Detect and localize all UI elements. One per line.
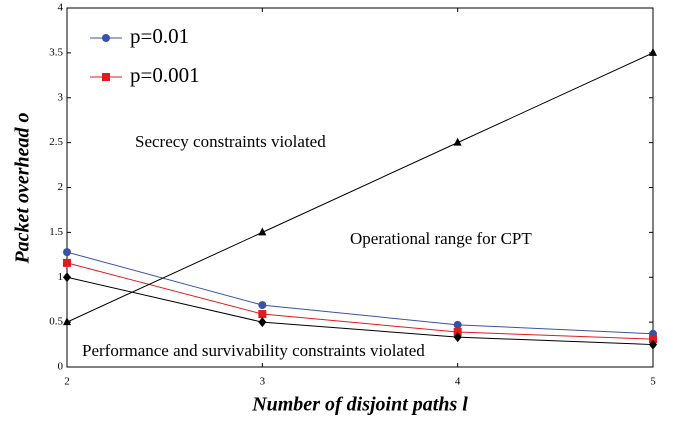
y-tick-label: 3.5 xyxy=(49,46,63,58)
x-tick-label: 4 xyxy=(455,376,461,388)
legend-label: p=0.01 xyxy=(130,24,189,48)
marker xyxy=(63,248,71,257)
y-tick-label: 4 xyxy=(58,2,64,14)
marker xyxy=(453,137,462,146)
marker xyxy=(258,301,267,310)
marker xyxy=(102,34,110,42)
marker xyxy=(63,317,71,326)
y-tick-label: 2.5 xyxy=(49,136,63,148)
marker xyxy=(453,327,462,336)
x-tick-label: 2 xyxy=(64,376,70,388)
x-tick-label: 3 xyxy=(260,376,266,388)
annotation: Performance and survivability constraint… xyxy=(82,341,425,360)
marker xyxy=(63,258,71,267)
marker xyxy=(258,317,267,328)
y-tick-label: 0 xyxy=(58,361,64,373)
series-line xyxy=(66,52,654,323)
legend-label: p=0.001 xyxy=(130,63,200,87)
marker xyxy=(453,320,462,329)
marker xyxy=(258,227,267,236)
y-tick-label: 1 xyxy=(58,271,64,283)
y-axis-label: Packet overhead o xyxy=(12,112,34,264)
annotation: Operational range for CPT xyxy=(350,229,532,248)
series-line xyxy=(66,262,654,340)
marker xyxy=(649,47,657,56)
y-tick-label: 0.5 xyxy=(49,316,63,328)
marker xyxy=(63,272,71,283)
y-tick-label: 1.5 xyxy=(49,226,63,238)
y-tick-label: 2 xyxy=(58,181,64,193)
marker xyxy=(453,332,462,343)
marker xyxy=(102,73,110,81)
marker xyxy=(258,310,267,319)
y-tick-label: 3 xyxy=(58,91,64,103)
annotation: Secrecy constraints violated xyxy=(135,132,326,151)
x-axis-label: Number of disjoint paths l xyxy=(251,394,468,416)
series-line xyxy=(66,251,654,335)
series-line xyxy=(66,276,654,346)
marker xyxy=(649,335,657,344)
marker xyxy=(649,339,657,350)
x-tick-label: 5 xyxy=(650,376,656,388)
